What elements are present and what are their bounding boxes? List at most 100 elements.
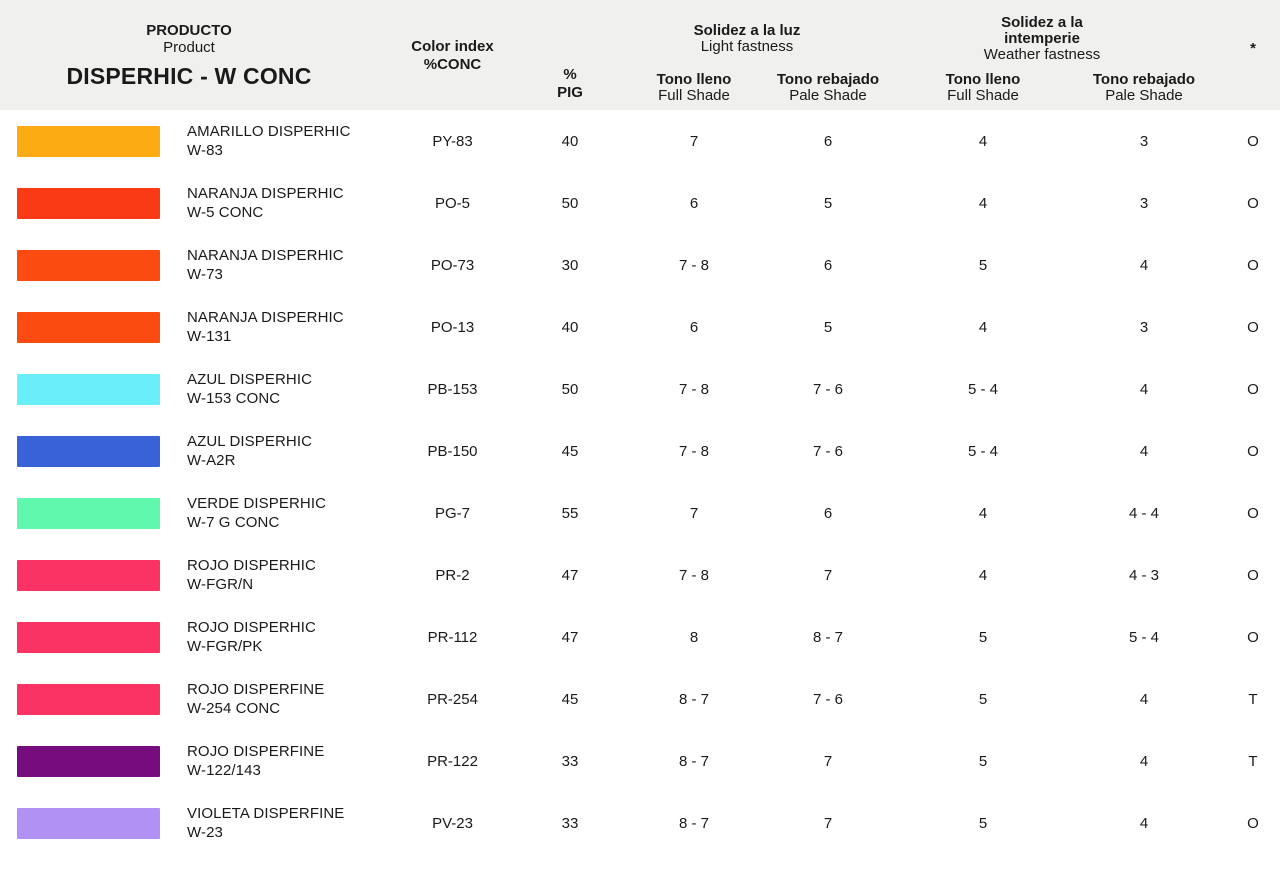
light-full-shade-value: 7 [689, 132, 699, 150]
swatch-cell [0, 435, 170, 467]
swatch-cell [0, 249, 170, 281]
product-name-line1: ROJO DISPERFINE [187, 681, 325, 698]
pig-percent-value: 50 [561, 194, 579, 212]
table-row: ROJO DISPERFINE W-122/143 PR-122 33 8 - … [0, 730, 1280, 792]
weather-pale-shade-value: 3 [1139, 194, 1149, 212]
light-full-shade-value: 7 - 8 [678, 442, 709, 460]
table-row: ROJO DISPERHIC W-FGR/PK PR-112 47 8 8 - … [0, 606, 1280, 668]
swatch-cell [0, 125, 170, 157]
mark-value: O [1247, 442, 1259, 460]
color-index-value: PB-150 [427, 442, 478, 460]
color-swatch [17, 373, 160, 405]
weather-full-shade-value: 5 - 4 [967, 442, 998, 460]
header-color-index-label: Color index [411, 38, 494, 55]
weather-pale-shade-value: 5 - 4 [1128, 628, 1159, 646]
product-name-line2: W-122/143 [187, 762, 262, 779]
pig-percent-value: 47 [561, 566, 579, 584]
product-name-line1: AZUL DISPERHIC [187, 371, 313, 388]
weather-pale-shade-value: 4 - 4 [1128, 504, 1159, 522]
product-name-line2: W-153 CONC [187, 390, 281, 407]
pig-percent-value: 40 [561, 132, 579, 150]
weather-pale-shade-value: 4 [1139, 442, 1149, 460]
weather-full-shade-value: 5 [978, 814, 988, 832]
light-full-shade-value: 8 [689, 628, 699, 646]
full-shade-label: Full Shade [947, 87, 1019, 104]
table-row: NARANJA DISPERHIC W-5 CONC PO-5 50 6 5 4… [0, 172, 1280, 234]
product-name-line2: W-7 G CONC [187, 514, 280, 531]
product-name-line2: W-83 [187, 142, 223, 159]
weather-full-shade-value: 5 [978, 690, 988, 708]
product-name-cell: ROJO DISPERFINE W-254 CONC [170, 680, 378, 718]
product-name-line2: W-254 CONC [187, 700, 281, 717]
table-row: AZUL DISPERHIC W-A2R PB-150 45 7 - 8 7 -… [0, 420, 1280, 482]
light-pale-shade-value: 7 - 6 [812, 442, 843, 460]
color-swatch [17, 683, 160, 715]
light-fastness-title-es: Solidez a la luz [693, 22, 801, 39]
light-fastness-title-block: Solidez a la luz Light fastness [613, 6, 881, 72]
product-name-cell: NARANJA DISPERHIC W-5 CONC [170, 184, 378, 222]
light-pale-shade-value: 6 [823, 132, 833, 150]
product-name-cell: AZUL DISPERHIC W-153 CONC [170, 370, 378, 408]
color-index-value: PG-7 [434, 504, 470, 522]
mark-value: T [1248, 752, 1258, 770]
table-row: NARANJA DISPERHIC W-73 PO-73 30 7 - 8 6 … [0, 234, 1280, 296]
product-name-cell: AMARILLO DISPERHIC W-83 [170, 122, 378, 160]
pig-percent-value: 45 [561, 442, 579, 460]
product-name: ROJO DISPERHIC W-FGR/N [170, 556, 378, 594]
product-name-cell: NARANJA DISPERHIC W-131 [170, 308, 378, 346]
product-name-cell: ROJO DISPERFINE W-122/143 [170, 742, 378, 780]
tono-rebajado-label: Tono rebajado [776, 71, 880, 88]
swatch-cell [0, 559, 170, 591]
color-index-value: PR-254 [427, 690, 478, 708]
product-name-line1: ROJO DISPERHIC [187, 619, 316, 636]
mark-value: O [1247, 628, 1259, 646]
product-name: ROJO DISPERHIC W-FGR/PK [170, 618, 378, 656]
full-shade-label: Full Shade [658, 87, 730, 104]
swatch-cell [0, 683, 170, 715]
light-pale-shade-value: 5 [823, 194, 833, 212]
weather-full-shade-value: 4 [978, 566, 988, 584]
light-full-shade-value: 7 - 8 [678, 566, 709, 584]
header-conc-label: %CONC [423, 56, 482, 73]
weather-full-shade-value: 5 [978, 752, 988, 770]
light-full-shade-value: 6 [689, 318, 699, 336]
weather-pale-shade-value: 4 - 3 [1128, 566, 1159, 584]
product-name: VERDE DISPERHIC W-7 G CONC [170, 494, 378, 532]
light-pale-shade-value: 6 [823, 256, 833, 274]
weather-pale-shade-value: 4 [1139, 690, 1149, 708]
weather-pale-shade-value: 4 [1139, 380, 1149, 398]
header-asterisk-column: * [1203, 0, 1280, 110]
product-name-line1: VIOLETA DISPERFINE [187, 805, 345, 822]
weather-pale-shade-value: 4 [1139, 814, 1149, 832]
mark-value: T [1248, 690, 1258, 708]
light-full-shade-value: 7 - 8 [678, 380, 709, 398]
color-index-value: PV-23 [432, 814, 473, 832]
mark-value: O [1247, 318, 1259, 336]
product-name-line2: W-A2R [187, 452, 236, 469]
header-pig-label: PIG [557, 84, 583, 101]
mark-value: O [1247, 814, 1259, 832]
product-name-cell: VERDE DISPERHIC W-7 G CONC [170, 494, 378, 532]
color-index-value: PO-13 [430, 318, 475, 336]
product-name-line2: W-73 [187, 266, 223, 283]
light-pale-shade-value: 8 - 7 [812, 628, 843, 646]
mark-value: O [1247, 566, 1259, 584]
light-pale-shade-header: Tono rebajado Pale Shade [775, 72, 881, 104]
product-name-line2: W-5 CONC [187, 204, 264, 221]
color-swatch [17, 187, 160, 219]
table-row: AZUL DISPERHIC W-153 CONC PB-153 50 7 - … [0, 358, 1280, 420]
weather-fastness-title-block: Solidez a la intemperie Weather fastness [881, 6, 1203, 72]
product-name-line1: ROJO DISPERHIC [187, 557, 316, 574]
light-pale-shade-value: 7 [823, 566, 833, 584]
color-swatch [17, 125, 160, 157]
product-name: ROJO DISPERFINE W-122/143 [170, 742, 378, 780]
weather-pale-shade-value: 4 [1139, 256, 1149, 274]
pale-shade-label: Pale Shade [789, 87, 867, 104]
tono-lleno-label: Tono lleno [945, 71, 1021, 88]
product-name-cell: VIOLETA DISPERFINE W-23 [170, 804, 378, 842]
product-name-line1: ROJO DISPERFINE [187, 743, 325, 760]
pig-percent-value: 30 [561, 256, 579, 274]
pig-percent-value: 55 [561, 504, 579, 522]
pig-percent-value: 45 [561, 690, 579, 708]
product-name-cell: ROJO DISPERHIC W-FGR/N [170, 556, 378, 594]
